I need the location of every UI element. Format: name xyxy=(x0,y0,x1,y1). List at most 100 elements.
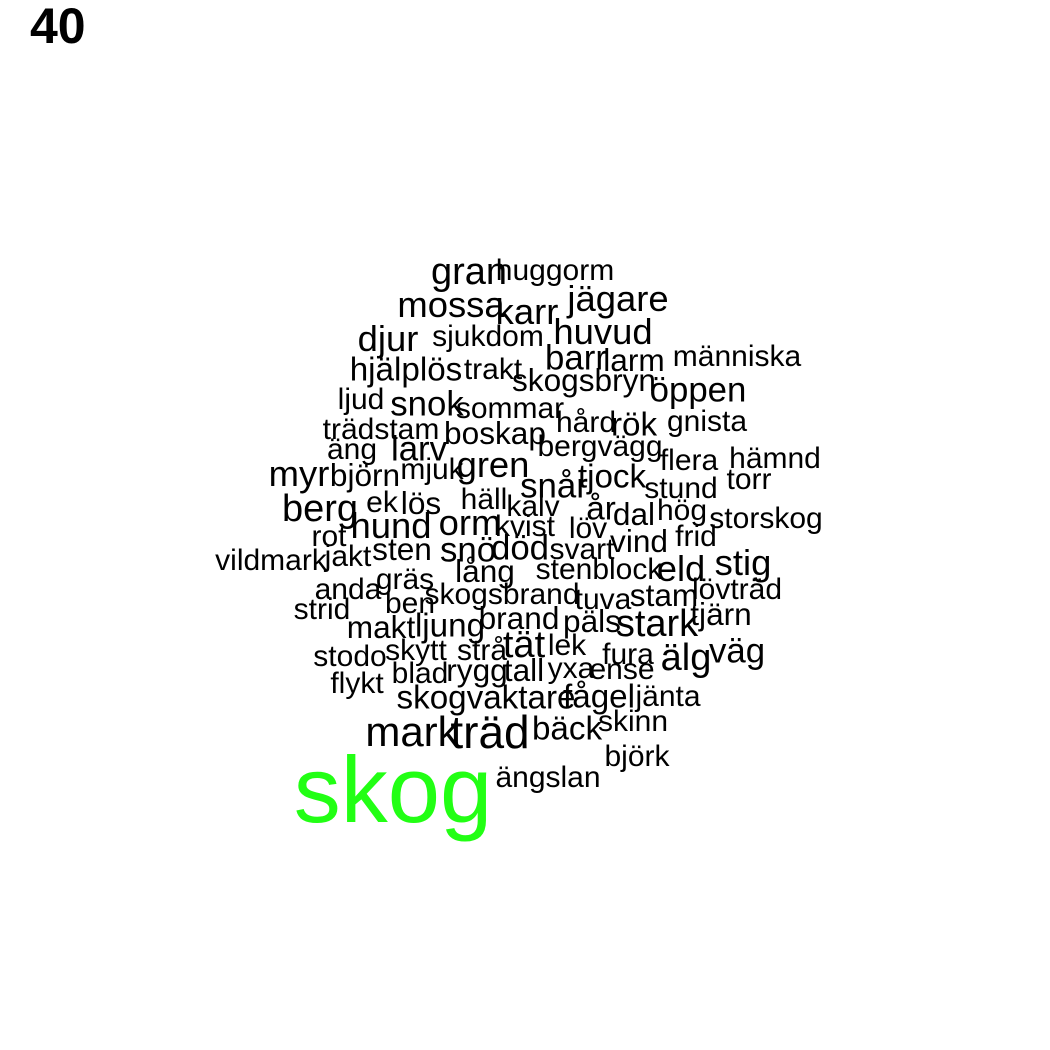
word-ben: ben xyxy=(384,587,436,620)
word-bäck: bäck xyxy=(531,710,603,748)
word-larv: larv xyxy=(390,429,448,469)
word-vildmark: vildmark xyxy=(215,544,327,577)
word-skogsbryn: skogsbryn xyxy=(512,362,656,399)
word-löv: löv xyxy=(568,512,608,545)
word-brand: brand xyxy=(478,600,560,637)
word-människa: människa xyxy=(672,340,802,373)
word-huggorm: huggorm xyxy=(495,254,615,287)
word-kvist: kvist xyxy=(495,510,555,543)
word-djur: djur xyxy=(357,317,419,359)
word-älg: älg xyxy=(660,637,712,679)
word-myr: myr xyxy=(268,452,330,494)
word-lös: lös xyxy=(400,485,442,522)
word-hämnd: hämnd xyxy=(729,442,821,475)
word-huvud: huvud xyxy=(553,310,653,352)
word-rygg: rygg xyxy=(446,652,508,689)
word-väg: väg xyxy=(708,631,766,671)
word-snö: snö xyxy=(439,530,497,570)
word-stig: stig xyxy=(714,541,772,583)
word-stodo: stodo xyxy=(313,640,387,673)
word-mossa: mossa xyxy=(397,283,505,325)
word-ense: ense xyxy=(589,653,655,686)
word-stark: stark xyxy=(615,603,699,645)
word-boskap: boskap xyxy=(444,415,546,452)
word-blad: blad xyxy=(391,657,449,690)
word-lek: lek xyxy=(547,629,587,662)
word-strid: strid xyxy=(293,593,351,626)
word-tjärn: tjärn xyxy=(690,596,752,633)
word-päls: päls xyxy=(563,603,621,640)
word-stam: stam xyxy=(629,577,699,614)
word-lång: lång xyxy=(455,553,515,590)
word-jänta: jänta xyxy=(635,680,701,713)
panel-label: 40 xyxy=(30,0,86,54)
word-hög: hög xyxy=(656,494,708,527)
word-tät: tät xyxy=(502,624,546,666)
word-makt: makt xyxy=(346,609,416,646)
word-ljung: ljung xyxy=(414,607,486,645)
word-öppen: öppen xyxy=(649,370,747,410)
word-tjock: tjock xyxy=(577,458,647,496)
word-kalv: kalv xyxy=(506,490,560,523)
word-björn: björn xyxy=(329,457,401,494)
word-karr: karr xyxy=(495,290,559,332)
word-gren: gren xyxy=(456,443,530,485)
word-hund: hund xyxy=(350,504,432,546)
word-ängslan: ängslan xyxy=(495,761,601,794)
word-snår: snår xyxy=(520,466,588,506)
word-stund: stund xyxy=(644,472,718,505)
word-berg: berg xyxy=(281,488,359,530)
word-träd: träd xyxy=(450,706,530,758)
word-fågel: fågel xyxy=(563,678,635,716)
word-flykt: flykt xyxy=(330,667,384,700)
word-tall: tall xyxy=(503,652,545,689)
word-snok: snok xyxy=(390,384,464,424)
word-eld: eld xyxy=(656,547,706,589)
word-dal: dal xyxy=(612,496,656,533)
word-rök: rök xyxy=(610,406,658,444)
word-ek: ek xyxy=(366,486,398,519)
word-häll: häll xyxy=(460,483,508,516)
word-trakt: trakt xyxy=(463,353,523,386)
word-larm: larm xyxy=(603,342,665,379)
word-storskog: storskog xyxy=(709,502,823,535)
word-mark: mark xyxy=(365,708,459,755)
word-skogvaktare: skogvaktare xyxy=(396,679,576,717)
word-svart: svart xyxy=(549,533,615,566)
word-mjuk: mjuk xyxy=(400,453,464,486)
word-fura: fura xyxy=(602,638,654,671)
word-hård: hård xyxy=(555,406,617,439)
word-skinn: skinn xyxy=(597,705,669,738)
word-orm: orm xyxy=(438,501,502,543)
word-strå: strå xyxy=(456,634,508,667)
word-jakt: jakt xyxy=(324,540,372,573)
word-gran: gran xyxy=(430,251,508,293)
word-björk: björk xyxy=(604,740,670,773)
word-yxa: yxa xyxy=(547,652,595,685)
word-död: död xyxy=(490,528,550,568)
word-frid: frid xyxy=(675,520,717,553)
word-gräs: gräs xyxy=(375,563,435,596)
word-vind: vind xyxy=(610,523,668,560)
word-skogsbrand: skogsbrand xyxy=(424,578,580,611)
word-äng: äng xyxy=(326,433,378,466)
word-rot: rot xyxy=(311,520,347,553)
word-anda: anda xyxy=(314,573,382,606)
word-sommar: sommar xyxy=(455,392,565,425)
word-sjukdom: sjukdom xyxy=(432,320,544,353)
word-år: år xyxy=(586,490,616,528)
word-hjälplös: hjälplös xyxy=(349,351,463,389)
word-gnista: gnista xyxy=(666,405,748,438)
word-barr: barr xyxy=(545,338,607,378)
word-sten: sten xyxy=(372,531,432,568)
word-jägare: jägare xyxy=(567,277,669,319)
word-skog: skog xyxy=(293,737,493,842)
word-lövträd: lövträd xyxy=(691,573,783,606)
word-skytt: skytt xyxy=(385,634,447,667)
word-bergvägg: bergvägg xyxy=(537,430,663,463)
word-ljud: ljud xyxy=(337,383,385,416)
word-stenblock: stenblock xyxy=(535,553,663,586)
word-flera: flera xyxy=(659,444,719,477)
word-trädstam: trädstam xyxy=(322,413,440,446)
